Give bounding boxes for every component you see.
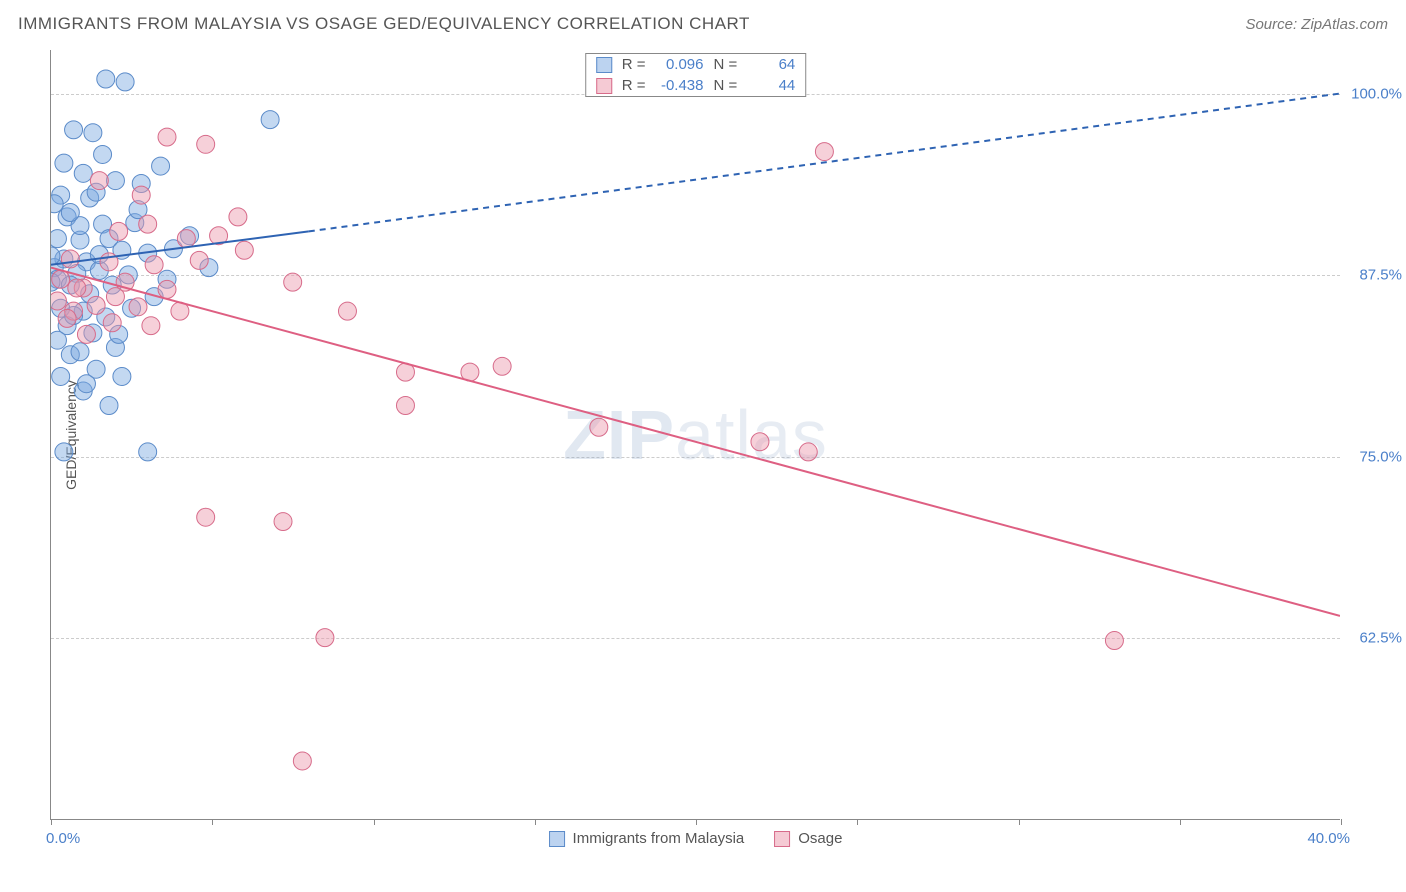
- data-point: [65, 121, 83, 139]
- legend-item: Immigrants from Malaysia: [549, 830, 745, 847]
- data-point: [158, 280, 176, 298]
- data-point: [113, 367, 131, 385]
- data-point: [51, 230, 66, 248]
- data-point: [177, 230, 195, 248]
- data-point: [106, 288, 124, 306]
- stat-r-value: 0.096: [656, 56, 704, 73]
- stat-row: R = 0.096 N = 64: [586, 54, 806, 75]
- stat-n-value: 44: [747, 77, 795, 94]
- trend-line: [51, 268, 1340, 616]
- data-point: [58, 309, 76, 327]
- chart-source: Source: ZipAtlas.com: [1245, 16, 1388, 33]
- legend-swatch-icon: [774, 831, 790, 847]
- data-point: [316, 629, 334, 647]
- data-point: [68, 279, 86, 297]
- data-point: [1105, 632, 1123, 650]
- chart-header: IMMIGRANTS FROM MALAYSIA VS OSAGE GED/EQ…: [18, 14, 1388, 34]
- stat-n-label: N =: [714, 77, 738, 94]
- x-tick: [1019, 819, 1020, 825]
- legend-item: Osage: [774, 830, 842, 847]
- x-tick: [374, 819, 375, 825]
- chart-title: IMMIGRANTS FROM MALAYSIA VS OSAGE GED/EQ…: [18, 14, 750, 34]
- data-point: [94, 145, 112, 163]
- data-point: [152, 157, 170, 175]
- x-tick: [696, 819, 697, 825]
- data-point: [61, 250, 79, 268]
- data-point: [229, 208, 247, 226]
- data-point: [110, 222, 128, 240]
- x-tick: [51, 819, 52, 825]
- y-tick-label: 62.5%: [1347, 630, 1402, 647]
- data-point: [87, 296, 105, 314]
- legend-swatch-icon: [549, 831, 565, 847]
- data-point: [261, 111, 279, 129]
- data-point: [51, 292, 66, 310]
- data-point: [77, 375, 95, 393]
- stat-box: R = 0.096 N = 64 R = -0.438 N = 44: [585, 53, 807, 97]
- data-point: [493, 357, 511, 375]
- x-tick: [857, 819, 858, 825]
- legend-swatch-icon: [596, 57, 612, 73]
- data-point: [799, 443, 817, 461]
- data-point: [751, 433, 769, 451]
- data-point: [396, 396, 414, 414]
- data-point: [142, 317, 160, 335]
- x-tick: [1180, 819, 1181, 825]
- data-point: [55, 443, 73, 461]
- data-point: [71, 343, 89, 361]
- data-point: [103, 314, 121, 332]
- legend-label: Immigrants from Malaysia: [573, 830, 745, 847]
- data-point: [190, 251, 208, 269]
- data-point: [338, 302, 356, 320]
- x-axis-label-max: 40.0%: [1307, 830, 1350, 847]
- data-point: [90, 172, 108, 190]
- data-point: [61, 204, 79, 222]
- data-point: [284, 273, 302, 291]
- data-point: [590, 418, 608, 436]
- data-point: [74, 164, 92, 182]
- data-point: [815, 143, 833, 161]
- data-point: [158, 128, 176, 146]
- data-point: [293, 752, 311, 770]
- x-axis-label-min: 0.0%: [46, 830, 80, 847]
- x-tick: [1341, 819, 1342, 825]
- data-point: [51, 331, 66, 349]
- data-point: [197, 135, 215, 153]
- data-point: [145, 256, 163, 274]
- data-point: [139, 215, 157, 233]
- data-point: [84, 124, 102, 142]
- x-tick: [212, 819, 213, 825]
- stat-row: R = -0.438 N = 44: [586, 75, 806, 96]
- stat-r-value: -0.438: [656, 77, 704, 94]
- data-point: [52, 367, 70, 385]
- legend-swatch-icon: [596, 78, 612, 94]
- y-tick-label: 87.5%: [1347, 267, 1402, 284]
- data-point: [116, 73, 134, 91]
- data-point: [132, 186, 150, 204]
- data-point: [129, 298, 147, 316]
- stat-r-label: R =: [622, 56, 646, 73]
- data-point: [97, 70, 115, 88]
- data-point: [55, 154, 73, 172]
- data-point: [197, 508, 215, 526]
- data-point: [100, 396, 118, 414]
- x-tick: [535, 819, 536, 825]
- plot-area: ZIPatlas 62.5%75.0%87.5%100.0% GED/Equiv…: [50, 50, 1340, 820]
- stat-n-value: 64: [747, 56, 795, 73]
- data-point: [235, 241, 253, 259]
- plot-svg: [51, 50, 1340, 819]
- data-point: [106, 172, 124, 190]
- data-point: [274, 513, 292, 531]
- legend-label: Osage: [798, 830, 842, 847]
- bottom-legend: Immigrants from Malaysia Osage: [549, 830, 843, 847]
- stat-n-label: N =: [714, 56, 738, 73]
- y-tick-label: 75.0%: [1347, 448, 1402, 465]
- y-tick-label: 100.0%: [1347, 85, 1402, 102]
- data-point: [77, 325, 95, 343]
- stat-r-label: R =: [622, 77, 646, 94]
- data-point: [139, 443, 157, 461]
- trend-line: [309, 94, 1340, 232]
